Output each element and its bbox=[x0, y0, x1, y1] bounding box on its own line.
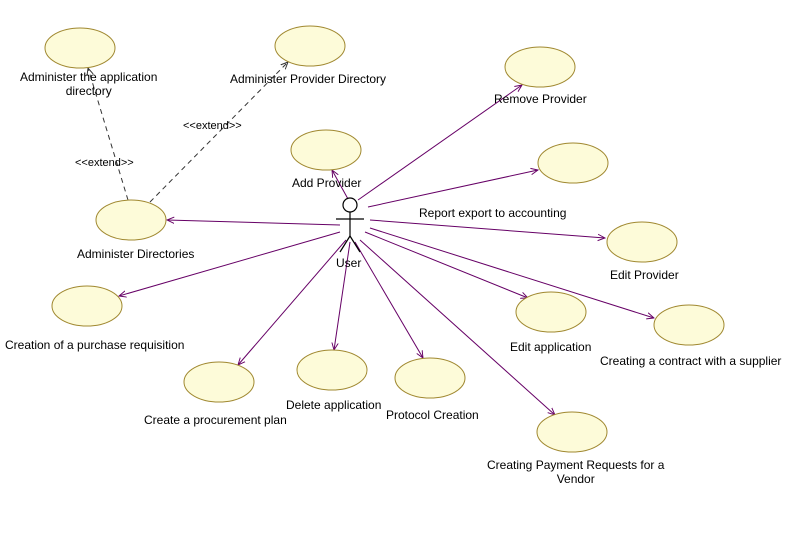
association-edge bbox=[370, 220, 605, 238]
uc-admin-app-dir bbox=[45, 28, 115, 68]
uc-payment-req-label: Creating Payment Requests for a Vendor bbox=[487, 458, 664, 487]
uc-proc-plan-label: Create a procurement plan bbox=[144, 413, 287, 427]
uc-purchase-req-label: Creation of a purchase requisition bbox=[5, 338, 184, 352]
uc-contract bbox=[654, 305, 724, 345]
uc-add-prov bbox=[291, 130, 361, 170]
uc-edit-prov bbox=[607, 222, 677, 262]
uc-remove-prov-label: Remove Provider bbox=[494, 92, 587, 106]
uc-contract-label: Creating a contract with a supplier bbox=[600, 354, 781, 368]
uc-proc-plan bbox=[184, 362, 254, 402]
uc-purchase-req bbox=[52, 286, 122, 326]
uc-add-prov-label: Add Provider bbox=[292, 176, 361, 190]
uc-protocol bbox=[395, 358, 465, 398]
extend-stereotype: <<extend>> bbox=[75, 157, 134, 169]
uc-remove-prov bbox=[505, 47, 575, 87]
association-edge bbox=[365, 232, 528, 298]
uc-admin-prov-dir bbox=[275, 26, 345, 66]
uc-admin-prov-dir-label: Administer Provider Directory bbox=[230, 72, 386, 86]
association-edge bbox=[238, 240, 346, 365]
uc-edit-app bbox=[516, 292, 586, 332]
uc-delete-app-label: Delete application bbox=[286, 398, 381, 412]
association-edge bbox=[119, 232, 340, 296]
uc-admin-dirs bbox=[96, 200, 166, 240]
uc-delete-app bbox=[297, 350, 367, 390]
actor-label: User bbox=[336, 256, 361, 270]
uc-protocol-label: Protocol Creation bbox=[386, 408, 479, 422]
extend-stereotype: <<extend>> bbox=[183, 120, 242, 132]
uc-edit-app-label: Edit application bbox=[510, 340, 591, 354]
uml-canvas: <<extend>> <<extend>> Administer the appli… bbox=[0, 0, 792, 543]
uc-admin-dirs-label: Administer Directories bbox=[77, 247, 194, 261]
uc-payment-req bbox=[537, 412, 607, 452]
association-edge bbox=[355, 242, 423, 358]
uc-admin-app-dir-label: Administer the application directory bbox=[20, 70, 157, 99]
uc-report-export-label: Report export to accounting bbox=[419, 206, 566, 220]
uc-edit-prov-label: Edit Provider bbox=[610, 268, 679, 282]
uc-report-export bbox=[538, 143, 608, 183]
association-edge bbox=[167, 220, 340, 225]
